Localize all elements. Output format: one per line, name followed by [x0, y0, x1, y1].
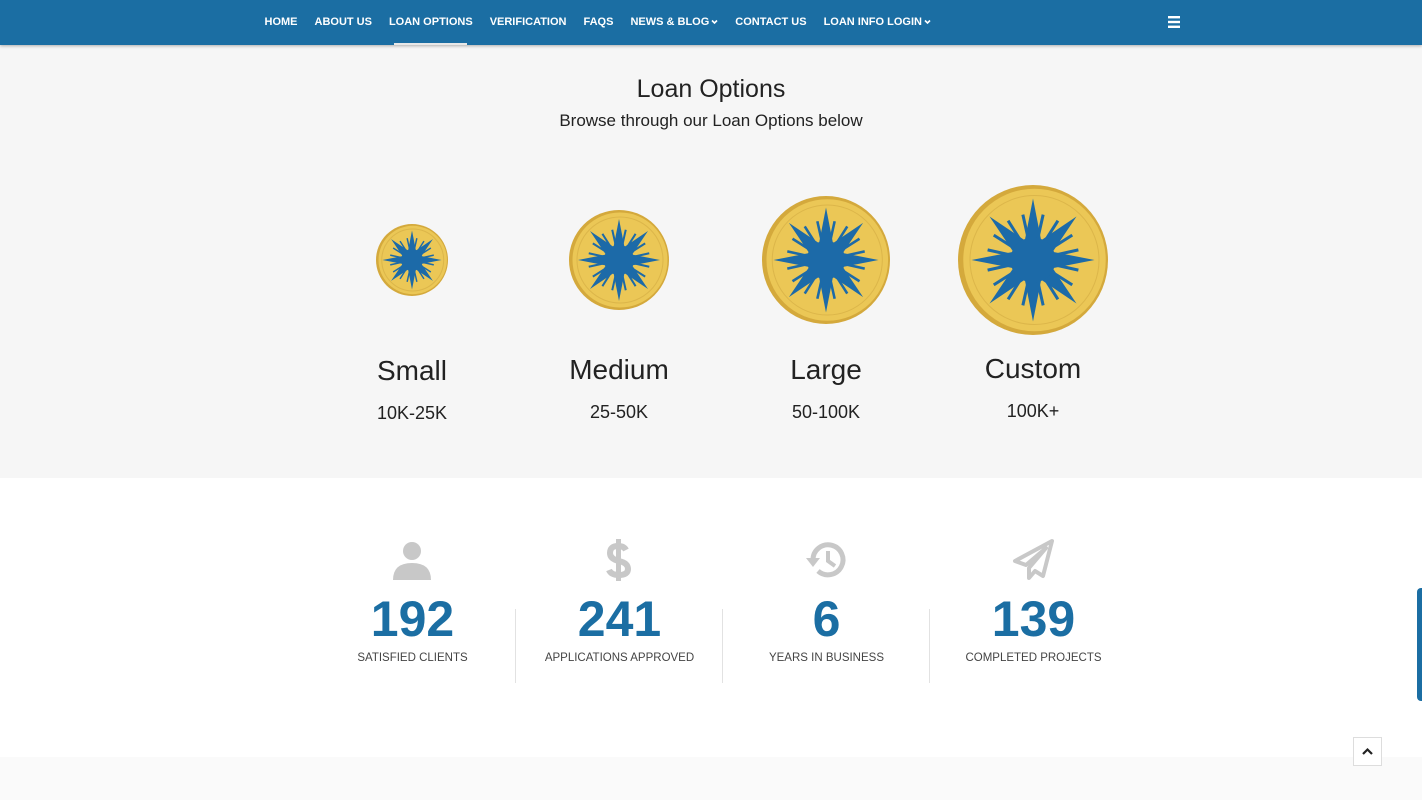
stat-value: 6: [812, 591, 841, 647]
section-title: Loan Options: [636, 75, 786, 103]
scroll-top-button[interactable]: [1353, 737, 1382, 766]
stat-label: SATISFIED CLIENTS: [357, 652, 468, 664]
caret: [924, 20, 931, 25]
caret: [711, 20, 718, 25]
nav-item[interactable]: LOAN OPTIONS: [380, 0, 481, 45]
stat-value: 192: [370, 591, 455, 647]
nav-label: LOAN OPTIONS: [388, 16, 473, 28]
loan-name: Large: [790, 354, 862, 385]
nav-list: HOME ABOUT US LOAN OPTIONS VERIFICATION FAQS…: [256, 0, 939, 45]
nav-label: CONTACT US: [735, 16, 807, 28]
nav-label: HOME: [264, 16, 298, 28]
loan-name: Small: [376, 355, 447, 386]
stat-value: 241: [577, 591, 662, 647]
section-subtitle: Browse through our Loan Options below: [559, 111, 863, 130]
nav-item[interactable]: CONTACT US: [727, 0, 815, 45]
coin-icon: [569, 210, 669, 310]
nav-label: LOAN INFO LOGIN: [823, 16, 922, 28]
stats-section: 192 SATISFIED CLIENTS 241 APPLICATIONS APPR…: [0, 478, 1422, 757]
divider: [515, 609, 516, 683]
stat-value: 139: [991, 591, 1076, 647]
coin-icon: [376, 224, 448, 296]
loan-name: Medium: [569, 354, 669, 385]
menu-toggle[interactable]: [1167, 15, 1181, 29]
nav-label: FAQS: [583, 16, 614, 28]
stat-label: YEARS IN BUSINESS: [768, 652, 885, 664]
nav-item[interactable]: NEWS & BLOG: [622, 0, 727, 45]
loan-range: 25-50K: [589, 402, 649, 422]
nav-item[interactable]: VERIFICATION: [481, 0, 575, 45]
nav-label: VERIFICATION: [489, 16, 567, 28]
stat-label: COMPLETED PROJECTS: [965, 652, 1102, 664]
nav-item[interactable]: ABOUT US: [306, 0, 380, 45]
stat-icon: [806, 542, 846, 578]
nav-label: NEWS & BLOG: [630, 16, 710, 28]
stat-icon: [1013, 539, 1054, 580]
coin-icon: [958, 185, 1108, 335]
stat-icon: [606, 539, 632, 581]
nav-item[interactable]: HOME: [256, 0, 306, 45]
loan-range: 10K-25K: [376, 403, 448, 423]
loan-name: Custom: [984, 353, 1082, 384]
loan-range: 50-100K: [791, 402, 861, 422]
nav-item[interactable]: FAQS: [575, 0, 622, 45]
stat-label: APPLICATIONS APPROVED: [544, 652, 695, 664]
side-tab[interactable]: [1417, 588, 1422, 701]
stat-icon: [393, 542, 431, 580]
nav-item[interactable]: LOAN INFO LOGIN: [815, 0, 939, 45]
divider: [722, 609, 723, 683]
loan-range: 100K+: [1006, 401, 1060, 421]
navbar: HOME ABOUT US LOAN OPTIONS VERIFICATION FAQS…: [0, 0, 1422, 45]
nav-label: ABOUT US: [314, 16, 372, 28]
divider: [929, 609, 930, 683]
coin-icon: [762, 196, 890, 324]
loan-section: Loan Options Browse through our Loan Opt…: [0, 45, 1422, 478]
